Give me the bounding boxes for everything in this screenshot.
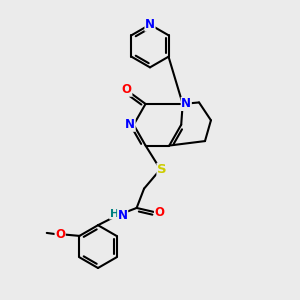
Text: N: N (181, 98, 191, 110)
Text: O: O (154, 206, 164, 219)
Text: N: N (125, 118, 135, 131)
Text: O: O (55, 228, 65, 241)
Text: N: N (145, 18, 155, 31)
Text: S: S (157, 164, 167, 176)
Text: N: N (118, 209, 128, 222)
Text: H: H (110, 209, 119, 219)
Text: O: O (122, 83, 132, 96)
